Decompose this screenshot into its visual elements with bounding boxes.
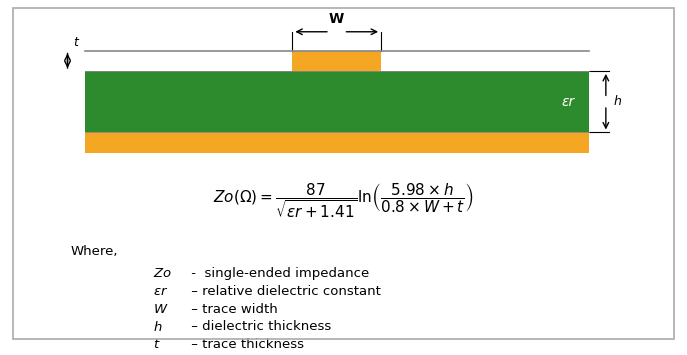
Bar xyxy=(85,132,589,153)
Text: – relative dielectric constant: – relative dielectric constant xyxy=(187,285,381,298)
Bar xyxy=(85,71,589,132)
Text: W: W xyxy=(329,12,344,26)
Text: Where,: Where, xyxy=(71,245,118,258)
Text: – dielectric thickness: – dielectric thickness xyxy=(187,320,331,333)
Text: – trace width: – trace width xyxy=(187,302,278,316)
Text: h: h xyxy=(614,95,622,108)
Text: -  single-ended impedance: - single-ended impedance xyxy=(187,267,369,280)
Text: $Zo(\Omega) = \dfrac{87}{\sqrt{\varepsilon r + 1.41}}\mathrm{ln}\left(\dfrac{5.9: $Zo(\Omega) = \dfrac{87}{\sqrt{\varepsil… xyxy=(213,181,474,220)
Text: $W$: $W$ xyxy=(153,302,168,316)
Text: $t$: $t$ xyxy=(153,338,160,351)
Text: $\varepsilon r$: $\varepsilon r$ xyxy=(153,285,168,298)
Text: εr: εr xyxy=(562,95,575,109)
Text: $h$: $h$ xyxy=(153,320,162,334)
Bar xyxy=(293,50,381,71)
Text: – trace thickness: – trace thickness xyxy=(187,338,304,351)
Text: $Zo$: $Zo$ xyxy=(153,267,172,280)
Text: t: t xyxy=(73,36,78,49)
